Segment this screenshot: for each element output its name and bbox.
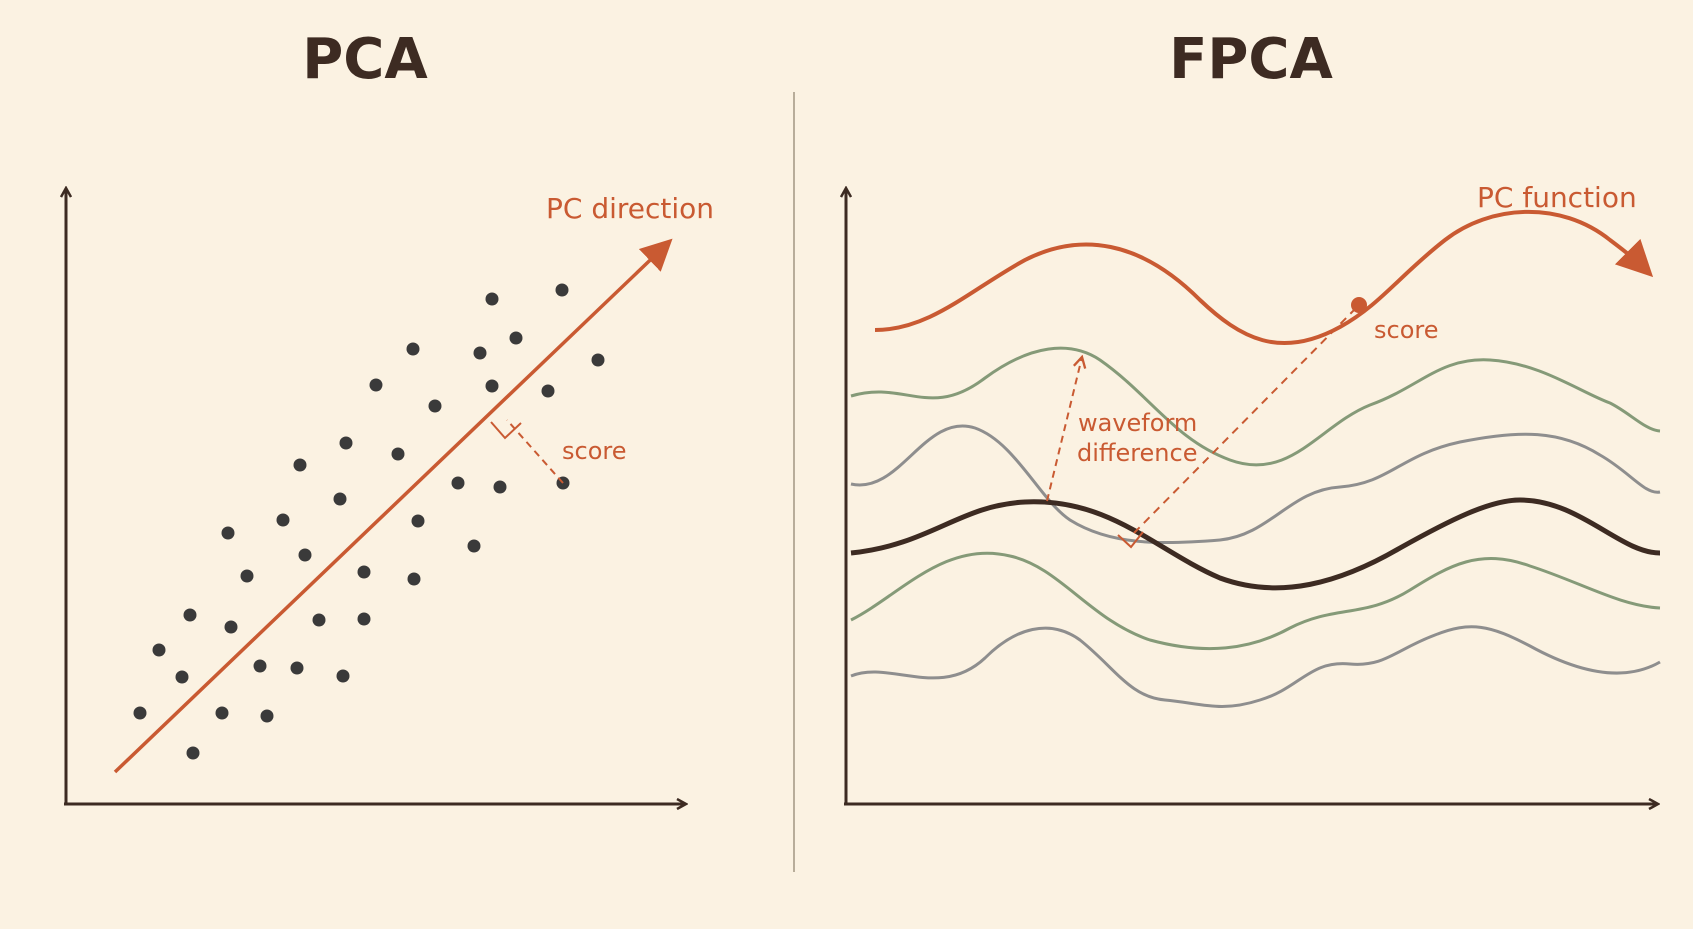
pca-data-point xyxy=(407,572,421,586)
pca-data-point xyxy=(369,378,383,392)
waveform-difference-arrow xyxy=(1046,357,1082,502)
fpca-score-label: score xyxy=(1374,316,1439,344)
pca-score-label: score xyxy=(562,437,627,465)
pca-data-point xyxy=(312,613,326,627)
fpca-right-angle-marker xyxy=(1117,531,1144,549)
pca-data-point xyxy=(406,342,420,356)
pca-data-point xyxy=(152,643,166,657)
fpca-panel: FPCA PC function score waveform differen… xyxy=(844,27,1661,804)
pca-data-point xyxy=(591,353,605,367)
pca-data-point xyxy=(411,514,425,528)
pca-data-point xyxy=(298,548,312,562)
pc-function-curve xyxy=(874,209,1654,346)
pca-data-point xyxy=(215,706,229,720)
pca-data-point xyxy=(133,706,147,720)
mean-curve xyxy=(850,497,1661,591)
pca-data-point xyxy=(391,447,405,461)
pca-panel: PCA PC direction score xyxy=(64,27,714,804)
pca-data-point xyxy=(493,480,507,494)
pca-data-point xyxy=(357,565,371,579)
sample-curve-green-lower xyxy=(850,551,1661,651)
pca-data-point xyxy=(175,670,189,684)
pca-data-point xyxy=(485,292,499,306)
sample-curve-gray-upper xyxy=(850,424,1661,545)
pca-data-point xyxy=(290,661,304,675)
pca-data-point xyxy=(260,709,274,723)
pc-function-label: PC function xyxy=(1477,181,1637,214)
fpca-projection-line xyxy=(1133,306,1358,534)
pca-data-point xyxy=(336,669,350,683)
pca-right-angle-marker xyxy=(490,421,522,440)
pca-data-point xyxy=(253,659,267,673)
pca-data-point xyxy=(293,458,307,472)
pca-data-point xyxy=(333,492,347,506)
pca-data-point xyxy=(339,436,353,450)
waveform-difference-label-line2: difference xyxy=(1077,439,1197,467)
pca-data-point xyxy=(221,526,235,540)
sample-curve-green-upper xyxy=(850,346,1661,467)
pca-data-point xyxy=(541,384,555,398)
pca-data-point xyxy=(473,346,487,360)
pca-data-point xyxy=(467,539,481,553)
waveform-difference-label-line1: waveform xyxy=(1078,409,1197,437)
pc-direction-label: PC direction xyxy=(546,192,714,225)
pca-data-point xyxy=(357,612,371,626)
pca-data-point xyxy=(276,513,290,527)
fpca-title: FPCA xyxy=(1169,27,1333,92)
pca-data-point xyxy=(485,379,499,393)
pca-data-point xyxy=(240,569,254,583)
pca-data-point xyxy=(224,620,238,634)
sample-curve-gray-lower xyxy=(850,625,1661,708)
pca-title: PCA xyxy=(302,27,428,92)
pca-data-point xyxy=(428,399,442,413)
pca-projection-line xyxy=(506,419,564,484)
pca-data-point xyxy=(451,476,465,490)
pca-data-points xyxy=(133,283,605,760)
pca-data-point xyxy=(509,331,523,345)
pca-data-point xyxy=(183,608,197,622)
pca-data-point xyxy=(186,746,200,760)
pca-data-point xyxy=(555,283,569,297)
pc-direction-arrow xyxy=(113,238,673,774)
